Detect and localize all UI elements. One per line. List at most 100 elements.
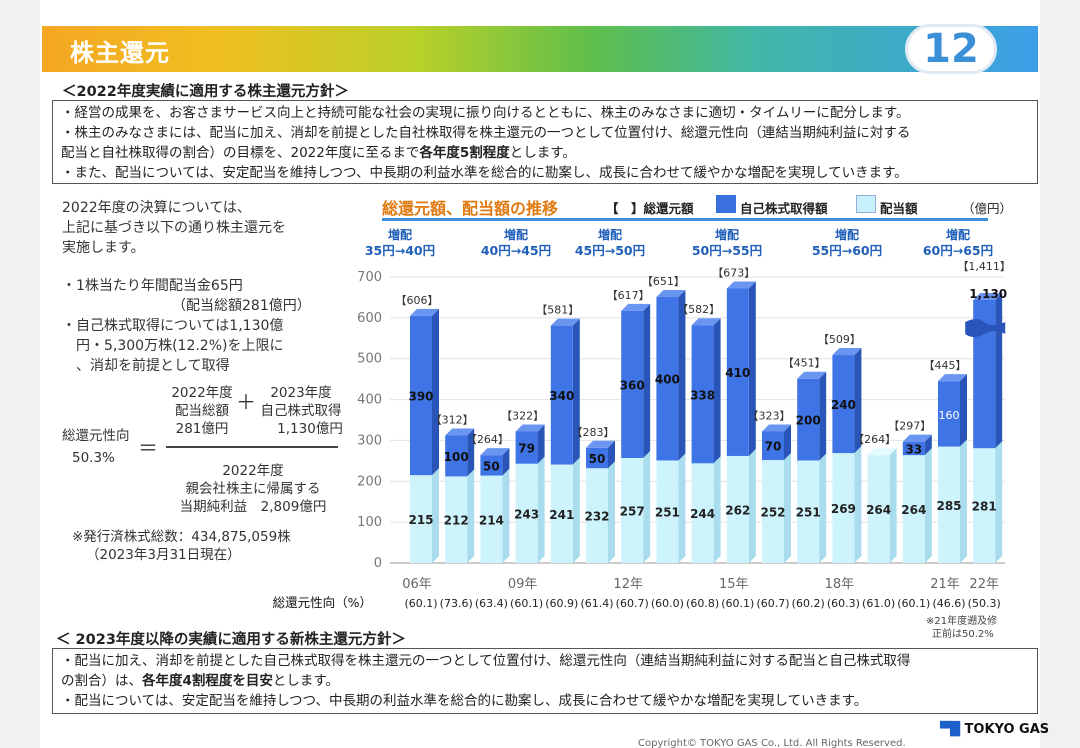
buyback-bar bbox=[586, 447, 608, 469]
policy-2022-line: 配当と自社株取得の割合）の目標を、2022年度に至るまで各年度5割程度とします。 bbox=[61, 143, 1029, 163]
dividend-label: 212 bbox=[444, 514, 469, 528]
increase-label: 増配 bbox=[598, 227, 622, 242]
page-title: 株主還元 bbox=[70, 39, 170, 67]
payout-ratio: (60.2) bbox=[792, 597, 825, 610]
logo-mark-icon: ▀█ bbox=[940, 722, 960, 737]
dividend-label: 257 bbox=[620, 504, 645, 518]
total-label: 【297】 bbox=[888, 420, 931, 433]
dividend-label: 215 bbox=[408, 513, 433, 527]
note-line: （2023年3月31日現在） bbox=[86, 547, 241, 563]
buyback-bar-side bbox=[502, 448, 510, 476]
dividend-bar-side bbox=[924, 448, 932, 563]
buyback-label: 50 bbox=[589, 452, 606, 466]
buyback-bar-top bbox=[973, 293, 1003, 300]
payout-ratio: (60.1) bbox=[404, 597, 437, 610]
increase-label: 増配 bbox=[504, 227, 528, 242]
dividend-bar bbox=[797, 460, 820, 563]
increase-value: 40円→45円 bbox=[481, 243, 551, 258]
payout-label: 総還元性向（%） bbox=[273, 595, 372, 610]
dividend-bar-side bbox=[678, 453, 686, 563]
y-tick-label: 0 bbox=[374, 556, 382, 571]
bullet-line: 、消却を前提として取得 bbox=[76, 358, 230, 374]
dividend-bar bbox=[762, 460, 784, 563]
formula-text: 親会社株主に帰属する bbox=[185, 481, 321, 497]
legend-total: 【 】総還元額 bbox=[606, 201, 694, 216]
dividend-bar bbox=[867, 455, 890, 563]
intro-line: 上記に基づき以下の通り株主還元を bbox=[62, 220, 286, 236]
x-tick-label: 15年 bbox=[719, 577, 749, 592]
total-label: 【617】 bbox=[607, 289, 650, 302]
buyback-bar-top bbox=[480, 448, 510, 456]
x-tick-label: 18年 bbox=[825, 577, 855, 592]
dividend-bar bbox=[621, 457, 644, 563]
buyback-bar bbox=[762, 431, 784, 461]
increase-value: 50円→55円 bbox=[692, 243, 762, 258]
dividend-label: 252 bbox=[760, 506, 785, 520]
total-label: 【264】 bbox=[466, 433, 509, 446]
buyback-bar bbox=[691, 325, 714, 464]
buyback-bar bbox=[515, 431, 538, 464]
policy-2022-tail: とします。 bbox=[509, 145, 576, 161]
formula-label: 総還元性向 bbox=[62, 428, 130, 444]
buyback-bar-side bbox=[748, 281, 756, 456]
dividend-bar-side bbox=[432, 468, 439, 563]
formula-text: 配当総額 bbox=[175, 403, 229, 419]
buyback-bar bbox=[797, 378, 820, 461]
dividend-label: 244 bbox=[690, 507, 715, 521]
dividend-label: 232 bbox=[584, 510, 609, 524]
buyback-bar-top bbox=[832, 348, 862, 356]
dividend-bar-side bbox=[537, 456, 545, 563]
legend-buyback: 自己株式取得額 bbox=[740, 201, 828, 216]
formula-text: 281億円 bbox=[175, 421, 229, 437]
policy-2022-text: 配当と自社株取得の割合）の目標を、2022年度に至るまで bbox=[61, 145, 420, 161]
payout-ratio: (60.1) bbox=[510, 597, 543, 610]
total-label: 【651】 bbox=[642, 275, 685, 288]
increase-label: 増配 bbox=[946, 227, 970, 242]
payout-ratio: (60.7) bbox=[616, 597, 649, 610]
logo-text: TOKYO GAS bbox=[964, 722, 1050, 737]
buyback-bar-top bbox=[445, 428, 475, 436]
buyback-bar-side bbox=[432, 308, 439, 476]
dividend-label: 285 bbox=[936, 499, 961, 513]
dividend-bar-top bbox=[797, 453, 827, 461]
dividend-bar-top bbox=[902, 448, 932, 456]
policy-2022-line: ・また、配当については、安定配当を維持しつつ、中長期の利益水準を総合的に勘案し、… bbox=[61, 165, 908, 181]
buyback-bar-side bbox=[537, 424, 545, 464]
y-tick-label: 500 bbox=[357, 352, 382, 367]
footnote-line: ※21年度遡及修 bbox=[926, 614, 997, 627]
dividend-bar-top bbox=[445, 469, 475, 477]
dividend-label: 243 bbox=[514, 507, 539, 521]
policy-2022-box: ・経営の成果を、お客さまサービス向上と持続可能な社会の実現に振り向けるとともに、… bbox=[52, 100, 1038, 184]
intro-line: 実施します。 bbox=[62, 240, 145, 256]
buyback-label: 200 bbox=[796, 414, 821, 428]
dividend-bar bbox=[832, 453, 855, 563]
payout-ratio: (63.4) bbox=[475, 597, 508, 610]
buyback-bar bbox=[726, 288, 749, 456]
buyback-label: 338 bbox=[690, 388, 715, 402]
formula-text: 2023年度 bbox=[270, 385, 332, 401]
dividend-label: 281 bbox=[972, 500, 997, 514]
dividend-bar-top bbox=[973, 441, 1003, 449]
increase-label: 増配 bbox=[388, 227, 412, 242]
axis-break-icon bbox=[965, 319, 1006, 337]
header-bar bbox=[42, 26, 1038, 72]
dividend-label: 251 bbox=[655, 506, 680, 520]
dividend-bar bbox=[973, 448, 996, 563]
dividend-bar-side bbox=[467, 469, 475, 563]
buyback-bar-top bbox=[726, 281, 756, 289]
total-label: 【264】 bbox=[853, 433, 896, 446]
payout-ratio: (61.4) bbox=[580, 597, 613, 610]
buyback-bar-top bbox=[621, 303, 651, 311]
dividend-bar bbox=[726, 455, 749, 563]
buyback-bar-top bbox=[938, 374, 967, 382]
y-tick-label: 200 bbox=[357, 474, 382, 489]
increase-value: 45円→50円 bbox=[575, 243, 645, 258]
buyback-bar-side bbox=[643, 303, 651, 458]
policy-2022-line: ・経営の成果を、お客さまサービス向上と持続可能な社会の実現に振り向けるとともに、… bbox=[61, 105, 910, 121]
buyback-label: 340 bbox=[549, 389, 574, 403]
total-label: 【445】 bbox=[924, 359, 967, 372]
payout-ratio: (60.1) bbox=[897, 597, 930, 610]
copyright: Copyright© TOKYO GAS Co., Ltd. All Right… bbox=[638, 738, 906, 748]
buyback-bar-top bbox=[586, 440, 615, 448]
buyback-bullet: ・自己株式取得については1,130億 円・5,300万株(12.2%)を上限に … bbox=[62, 316, 283, 376]
